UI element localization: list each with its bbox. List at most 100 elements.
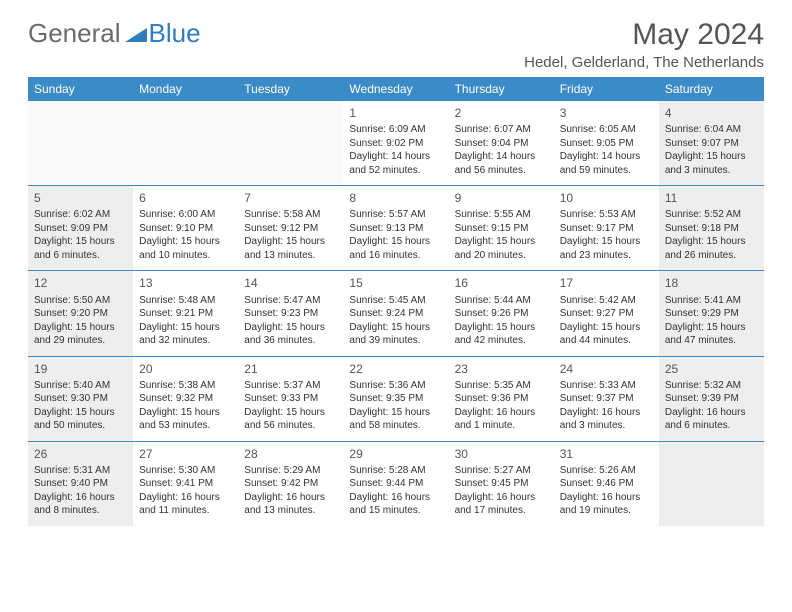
day-sunset: Sunset: 9:07 PM (665, 137, 758, 151)
day-number: 4 (665, 105, 758, 121)
day-number: 26 (34, 446, 127, 462)
day-sunrise: Sunrise: 5:48 AM (139, 294, 232, 308)
day-data: Sunrise: 5:37 AMSunset: 9:33 PMDaylight:… (244, 379, 337, 433)
day-daylight: Daylight: 15 hours and 56 minutes. (244, 406, 337, 433)
day-cell: 28Sunrise: 5:29 AMSunset: 9:42 PMDayligh… (238, 442, 343, 526)
day-data: Sunrise: 5:57 AMSunset: 9:13 PMDaylight:… (349, 208, 442, 262)
day-daylight: Daylight: 16 hours and 13 minutes. (244, 491, 337, 518)
day-cell: 19Sunrise: 5:40 AMSunset: 9:30 PMDayligh… (28, 357, 133, 441)
day-daylight: Daylight: 14 hours and 59 minutes. (560, 150, 653, 177)
day-sunset: Sunset: 9:42 PM (244, 477, 337, 491)
day-sunrise: Sunrise: 5:30 AM (139, 464, 232, 478)
day-sunset: Sunset: 9:20 PM (34, 307, 127, 321)
day-cell: 27Sunrise: 5:30 AMSunset: 9:41 PMDayligh… (133, 442, 238, 526)
day-daylight: Daylight: 16 hours and 19 minutes. (560, 491, 653, 518)
weekday-cell: Wednesday (343, 77, 448, 101)
day-cell: 13Sunrise: 5:48 AMSunset: 9:21 PMDayligh… (133, 271, 238, 355)
day-sunrise: Sunrise: 5:29 AM (244, 464, 337, 478)
day-sunrise: Sunrise: 5:41 AM (665, 294, 758, 308)
day-cell: 16 Sunrise: 5:44 AMSunset: 9:26 PMDayligh… (449, 271, 554, 355)
day-sunrise: Sunrise: 5:31 AM (34, 464, 127, 478)
day-data: Sunrise: 6:04 AMSunset: 9:07 PMDaylight:… (665, 123, 758, 177)
weeks-container: 1Sunrise: 6:09 AMSunset: 9:02 PMDaylight… (28, 101, 764, 526)
day-sunset: Sunset: 9:04 PM (455, 137, 548, 151)
day-sunrise: Sunrise: 5:28 AM (349, 464, 442, 478)
day-data: Sunrise: 5:53 AMSunset: 9:17 PMDaylight:… (560, 208, 653, 262)
day-data: Sunrise: 5:44 AMSunset: 9:26 PMDaylight:… (455, 294, 548, 348)
day-number: 11 (665, 190, 758, 206)
day-sunrise: Sunrise: 5:38 AM (139, 379, 232, 393)
month-title: May 2024 (524, 18, 764, 52)
day-sunrise: Sunrise: 5:35 AM (455, 379, 548, 393)
day-cell: 22Sunrise: 5:36 AMSunset: 9:35 PMDayligh… (343, 357, 448, 441)
day-daylight: Daylight: 15 hours and 20 minutes. (455, 235, 548, 262)
day-sunrise: Sunrise: 5:40 AM (34, 379, 127, 393)
day-sunrise: Sunrise: 6:02 AM (34, 208, 127, 222)
weekday-cell: Saturday (659, 77, 764, 101)
day-daylight: Daylight: 15 hours and 6 minutes. (34, 235, 127, 262)
day-sunset: Sunset: 9:02 PM (349, 137, 442, 151)
weekday-cell: Monday (133, 77, 238, 101)
day-sunrise: Sunrise: 5:50 AM (34, 294, 127, 308)
day-sunset: Sunset: 9:33 PM (244, 392, 337, 406)
day-data: Sunrise: 5:32 AMSunset: 9:39 PMDaylight:… (665, 379, 758, 433)
day-cell: 18Sunrise: 5:41 AMSunset: 9:29 PMDayligh… (659, 271, 764, 355)
day-data: Sunrise: 5:50 AMSunset: 9:20 PMDaylight:… (34, 294, 127, 348)
day-daylight: Daylight: 15 hours and 53 minutes. (139, 406, 232, 433)
day-number: 30 (455, 446, 548, 462)
day-data: Sunrise: 5:35 AMSunset: 9:36 PMDaylight:… (455, 379, 548, 433)
week-row: 26Sunrise: 5:31 AMSunset: 9:40 PMDayligh… (28, 441, 764, 526)
day-number: 29 (349, 446, 442, 462)
day-sunrise: Sunrise: 5:42 AM (560, 294, 653, 308)
weekday-cell: Friday (554, 77, 659, 101)
day-sunset: Sunset: 9:29 PM (665, 307, 758, 321)
day-daylight: Daylight: 14 hours and 56 minutes. (455, 150, 548, 177)
day-sunrise: Sunrise: 5:57 AM (349, 208, 442, 222)
day-sunset: Sunset: 9:35 PM (349, 392, 442, 406)
day-daylight: Daylight: 15 hours and 23 minutes. (560, 235, 653, 262)
day-data: Sunrise: 5:41 AMSunset: 9:29 PMDaylight:… (665, 294, 758, 348)
day-data: Sunrise: 6:05 AMSunset: 9:05 PMDaylight:… (560, 123, 653, 177)
location-text: Hedel, Gelderland, The Netherlands (524, 54, 764, 71)
day-sunset: Sunset: 9:39 PM (665, 392, 758, 406)
day-number: 7 (244, 190, 337, 206)
day-sunset: Sunset: 9:45 PM (455, 477, 548, 491)
day-cell: 29Sunrise: 5:28 AMSunset: 9:44 PMDayligh… (343, 442, 448, 526)
day-number: 10 (560, 190, 653, 206)
day-sunset: Sunset: 9:23 PM (244, 307, 337, 321)
day-sunset: Sunset: 9:24 PM (349, 307, 442, 321)
logo-text-blue: Blue (149, 18, 201, 49)
day-number: 16 (455, 275, 548, 291)
calendar: SundayMondayTuesdayWednesdayThursdayFrid… (28, 77, 764, 526)
day-sunset: Sunset: 9:44 PM (349, 477, 442, 491)
day-number: 2 (455, 105, 548, 121)
day-daylight: Daylight: 15 hours and 50 minutes. (34, 406, 127, 433)
day-sunrise: Sunrise: 6:05 AM (560, 123, 653, 137)
day-cell: 6Sunrise: 6:00 AMSunset: 9:10 PMDaylight… (133, 186, 238, 270)
day-number: 5 (34, 190, 127, 206)
day-daylight: Daylight: 15 hours and 44 minutes. (560, 321, 653, 348)
day-sunrise: Sunrise: 5:53 AM (560, 208, 653, 222)
day-cell: 9Sunrise: 5:55 AMSunset: 9:15 PMDaylight… (449, 186, 554, 270)
day-cell: 11Sunrise: 5:52 AMSunset: 9:18 PMDayligh… (659, 186, 764, 270)
day-number: 20 (139, 361, 232, 377)
day-cell: 24Sunrise: 5:33 AMSunset: 9:37 PMDayligh… (554, 357, 659, 441)
day-daylight: Daylight: 15 hours and 36 minutes. (244, 321, 337, 348)
week-row: 5Sunrise: 6:02 AMSunset: 9:09 PMDaylight… (28, 185, 764, 270)
day-number: 25 (665, 361, 758, 377)
day-number: 27 (139, 446, 232, 462)
day-sunrise: Sunrise: 5:26 AM (560, 464, 653, 478)
day-data: Sunrise: 5:42 AMSunset: 9:27 PMDaylight:… (560, 294, 653, 348)
day-sunset: Sunset: 9:26 PM (455, 307, 548, 321)
day-sunset: Sunset: 9:36 PM (455, 392, 548, 406)
weekday-cell: Thursday (449, 77, 554, 101)
day-sunset: Sunset: 9:17 PM (560, 222, 653, 236)
day-cell: 2Sunrise: 6:07 AMSunset: 9:04 PMDaylight… (449, 101, 554, 185)
day-daylight: Daylight: 15 hours and 32 minutes. (139, 321, 232, 348)
week-row: 19Sunrise: 5:40 AMSunset: 9:30 PMDayligh… (28, 356, 764, 441)
day-cell: 23Sunrise: 5:35 AMSunset: 9:36 PMDayligh… (449, 357, 554, 441)
day-number: 22 (349, 361, 442, 377)
day-sunset: Sunset: 9:05 PM (560, 137, 653, 151)
header: General Blue May 2024 Hedel, Gelderland,… (28, 18, 764, 71)
day-cell: 3Sunrise: 6:05 AMSunset: 9:05 PMDaylight… (554, 101, 659, 185)
